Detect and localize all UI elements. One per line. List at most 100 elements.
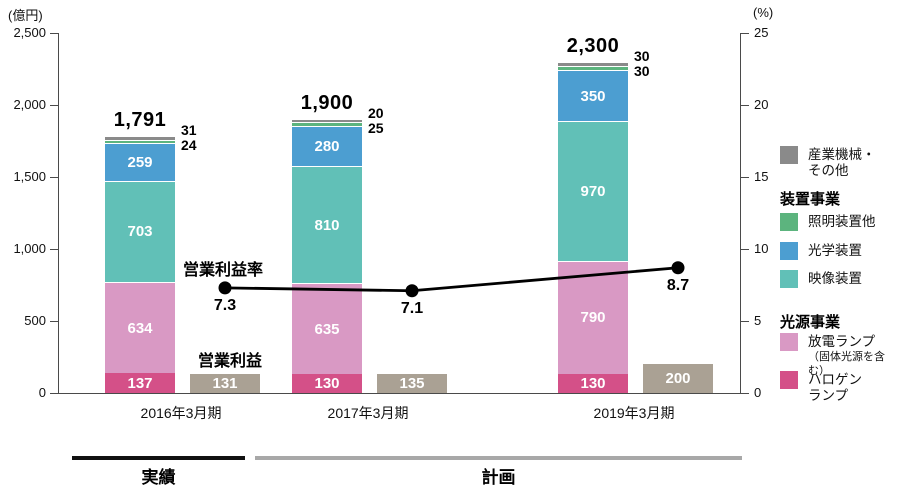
left-axis-title: (億円) bbox=[8, 8, 43, 23]
left-axis-line bbox=[58, 33, 59, 393]
legend: 産業機械・ その他装置事業照明装置他光学装置映像装置光源事業放電ランプ （固体光源を… bbox=[780, 0, 900, 500]
bar-segment-4 bbox=[105, 139, 175, 144]
bar-segment-2: 810 bbox=[292, 166, 362, 283]
bar-segment-4 bbox=[292, 122, 362, 126]
left-axis-tick bbox=[50, 392, 58, 394]
legend-group-header: 光源事業 bbox=[780, 314, 841, 331]
right-axis-tick bbox=[741, 176, 749, 178]
bar-segment-1: 790 bbox=[558, 260, 628, 375]
bar-segment-4 bbox=[558, 66, 628, 71]
left-axis-tick-label: 2,000 bbox=[13, 97, 46, 112]
side-label-industrial-other: 20 bbox=[368, 105, 384, 122]
legend-swatch bbox=[780, 146, 798, 164]
bar-segment-1: 635 bbox=[292, 282, 362, 375]
bar-top-side-labels: 20 25 bbox=[368, 106, 384, 136]
right-axis-tick bbox=[741, 32, 749, 34]
legend-item: 映像装置 bbox=[780, 270, 862, 288]
profit-rate-point bbox=[671, 261, 685, 275]
right-axis-tick-label: 15 bbox=[754, 169, 769, 184]
profit-rate-value-label: 7.1 bbox=[400, 299, 424, 317]
bar-segment-0: 130 bbox=[558, 374, 628, 393]
left-axis-tick bbox=[50, 248, 58, 250]
bar-segment-5 bbox=[558, 61, 628, 67]
right-axis-title: (%) bbox=[753, 5, 774, 20]
side-label-lighting-devices: 24 bbox=[181, 136, 197, 153]
left-axis-tick bbox=[50, 176, 58, 178]
right-axis-line bbox=[740, 33, 741, 393]
profit-bar-series-label: 営業利益 bbox=[198, 353, 263, 370]
right-axis-tick bbox=[741, 320, 749, 322]
bar-segment-0: 130 bbox=[292, 374, 362, 393]
left-axis-tick bbox=[50, 32, 58, 34]
left-axis-tick-label: 2,500 bbox=[13, 25, 46, 40]
legend-item-label: 映像装置 bbox=[808, 271, 862, 286]
legend-item-label: 光学装置 bbox=[808, 243, 862, 258]
bar-segment-3: 280 bbox=[292, 125, 362, 167]
right-axis-tick-label: 0 bbox=[754, 385, 762, 400]
legend-item: 照明装置他 bbox=[780, 213, 876, 231]
right-axis-tick-label: 25 bbox=[754, 25, 769, 40]
legend-swatch bbox=[780, 242, 798, 260]
bar-segment-5 bbox=[292, 119, 362, 123]
bar-total-label: 1,791 bbox=[113, 108, 167, 131]
x-axis-label: 2016年3月期 bbox=[140, 405, 222, 421]
line-series-label: 営業利益率 bbox=[183, 262, 264, 279]
bar-segment-2: 970 bbox=[558, 120, 628, 261]
plan-period-label: 計画 bbox=[481, 468, 516, 487]
x-axis-line bbox=[58, 393, 741, 394]
legend-item: 産業機械・ その他 bbox=[780, 146, 876, 179]
side-label-industrial-other: 31 bbox=[181, 121, 197, 138]
left-axis-tick bbox=[50, 320, 58, 322]
right-axis-tick bbox=[741, 248, 749, 250]
profit-bar: 200 bbox=[643, 364, 713, 393]
left-axis-tick-label: 1,000 bbox=[13, 241, 46, 256]
profit-rate-value-label: 7.3 bbox=[213, 296, 237, 314]
side-label-industrial-other: 30 bbox=[634, 47, 650, 64]
legend-swatch bbox=[780, 270, 798, 288]
actual-period-label: 実績 bbox=[141, 468, 176, 487]
profit-bar: 135 bbox=[377, 373, 447, 393]
right-axis-tick bbox=[741, 104, 749, 106]
right-axis-tick-label: 5 bbox=[754, 313, 762, 328]
bar-segment-5 bbox=[105, 135, 175, 140]
legend-group-header: 装置事業 bbox=[780, 191, 841, 208]
x-axis-label: 2017年3月期 bbox=[327, 405, 409, 421]
legend-item-label: 産業機械・ その他 bbox=[808, 147, 876, 178]
bar-segment-1: 634 bbox=[105, 281, 175, 374]
profit-rate-value-label: 8.7 bbox=[666, 276, 690, 294]
legend-item-label: ハロゲン ランプ bbox=[808, 372, 862, 403]
left-axis-tick-label: 500 bbox=[24, 313, 46, 328]
right-axis-tick bbox=[741, 392, 749, 394]
left-axis-tick bbox=[50, 104, 58, 106]
legend-item-label: 放電ランプ （固体光源を含む） bbox=[808, 333, 900, 378]
side-label-lighting-devices: 25 bbox=[368, 120, 384, 137]
bar-top-side-labels: 30 30 bbox=[634, 47, 650, 79]
legend-swatch bbox=[780, 333, 798, 351]
actual-period-line bbox=[72, 456, 245, 460]
x-axis-label: 2019年3月期 bbox=[593, 405, 675, 421]
bar-total-label: 1,900 bbox=[300, 92, 354, 115]
bar-segment-0: 137 bbox=[105, 373, 175, 393]
bar-segment-3: 350 bbox=[558, 70, 628, 121]
left-axis-tick-label: 0 bbox=[38, 385, 46, 400]
legend-item-label: 照明装置他 bbox=[808, 214, 876, 229]
legend-item: ハロゲン ランプ bbox=[780, 371, 862, 404]
left-axis-tick-label: 1,500 bbox=[13, 169, 46, 184]
legend-item: 光学装置 bbox=[780, 242, 862, 260]
bar-segment-3: 259 bbox=[105, 143, 175, 181]
right-axis-tick-label: 10 bbox=[754, 241, 769, 256]
bar-segment-2: 703 bbox=[105, 180, 175, 282]
right-axis-tick-label: 20 bbox=[754, 97, 769, 112]
legend-item: 放電ランプ （固体光源を含む） bbox=[780, 333, 900, 378]
legend-swatch bbox=[780, 213, 798, 231]
profit-rate-point bbox=[405, 284, 419, 298]
legend-swatch bbox=[780, 371, 798, 389]
bar-top-side-labels: 31 24 bbox=[181, 121, 197, 153]
plan-period-line bbox=[255, 456, 742, 460]
bar-total-label: 2,300 bbox=[566, 34, 620, 57]
profit-bar: 131 bbox=[190, 374, 260, 393]
side-label-lighting-devices: 30 bbox=[634, 62, 650, 79]
legend-item-sublabel: （固体光源を含む） bbox=[808, 351, 885, 377]
profit-rate-point bbox=[218, 281, 232, 295]
